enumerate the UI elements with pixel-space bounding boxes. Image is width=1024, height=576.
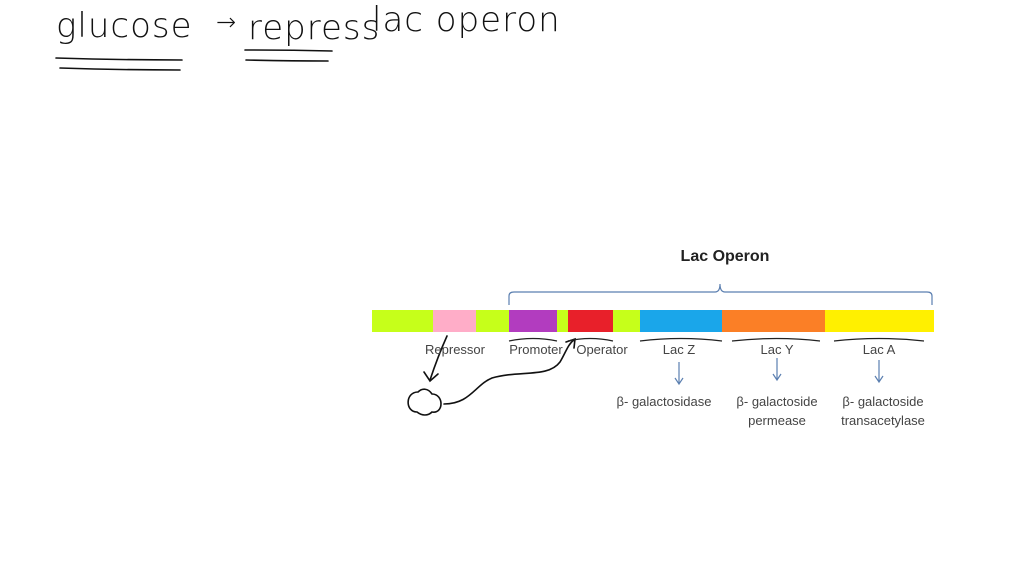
dna-spacer-segment: [476, 310, 509, 332]
repress-underline-1: [244, 49, 333, 52]
handwritten-repress: repress: [248, 8, 381, 48]
product-line: β- galactoside: [736, 394, 818, 409]
lac-a-label: Lac A: [862, 342, 896, 357]
operon-title: Lac Operon: [680, 248, 770, 265]
lac-y-product-arrow: [772, 358, 782, 382]
lac-y-segment: [722, 310, 825, 332]
lac-a-bracket: [833, 337, 925, 342]
product-line: permease: [748, 413, 806, 428]
promoter-label: Promoter: [509, 342, 563, 357]
dna-spacer-segment: [557, 310, 568, 332]
lac-y-bracket: [731, 337, 821, 342]
operator-segment: [568, 310, 613, 332]
glucose-underline-2: [59, 67, 181, 71]
lac-a-product-arrow: [874, 360, 884, 384]
lac-y-product: β- galactoside permease: [712, 392, 842, 430]
promoter-bracket: [508, 337, 558, 342]
lac-y-label: Lac Y: [760, 342, 794, 357]
lac-a-segment: [825, 310, 934, 332]
lac-a-product: β- galactoside transacetylase: [818, 392, 948, 430]
promoter-segment: [509, 310, 557, 332]
repressor-gene-segment: [433, 310, 476, 332]
operator-bracket: [567, 337, 614, 342]
dna-spacer-segment: [372, 310, 433, 332]
repress-underline-2: [245, 59, 329, 62]
dna-spacer-segment: [613, 310, 640, 332]
glucose-underline-1: [55, 57, 183, 61]
handwritten-lac-operon: lac operon: [372, 0, 561, 40]
operon-brace: [508, 283, 933, 305]
repressor-protein-shape: [407, 388, 442, 416]
operator-label: Operator: [576, 342, 628, 357]
handwritten-arrow: →: [216, 8, 238, 36]
lac-z-label: Lac Z: [662, 342, 696, 357]
repressor-arrow: [423, 335, 448, 383]
handwritten-glucose: glucose: [56, 6, 193, 46]
product-line: β- galactoside: [842, 394, 924, 409]
product-line: β- galactosidase: [616, 394, 712, 409]
repressor-label: Repressor: [425, 342, 485, 357]
lac-z-product: β- galactosidase: [599, 392, 729, 411]
lac-z-bracket: [639, 337, 723, 342]
lac-z-segment: [640, 310, 722, 332]
lac-z-product-arrow: [674, 362, 684, 386]
product-line: transacetylase: [841, 413, 925, 428]
